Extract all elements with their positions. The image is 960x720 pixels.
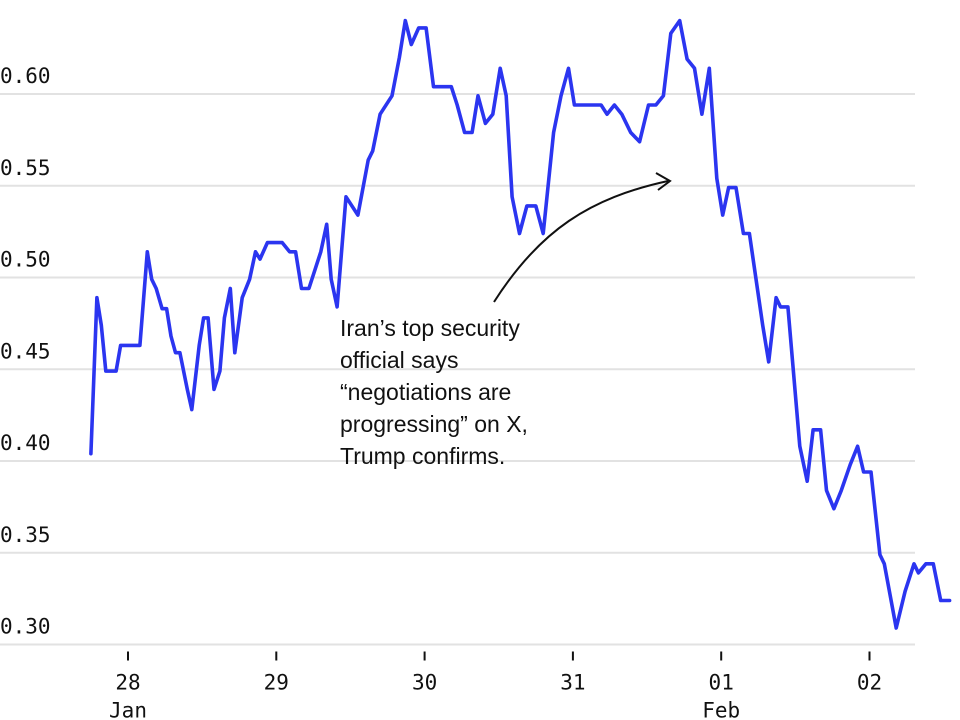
annotation-line: Trump confirms. (340, 443, 506, 469)
x-tick-label: 01 (709, 671, 734, 695)
x-axis-ticks: 28 Jan 29 30 31 01 Feb 02 (109, 651, 882, 720)
x-tick-label: 28 (115, 671, 140, 695)
y-tick-label: 0.60 (0, 64, 51, 88)
event-annotation: Iran’s top security official says “negot… (340, 312, 600, 472)
annotation-arrow-icon (493, 180, 669, 303)
y-tick-label: 0.50 (0, 248, 51, 272)
x-tick-month-label: Feb (702, 699, 740, 720)
y-tick-label: 0.35 (0, 523, 51, 547)
annotation-line: Iran’s top security (340, 315, 520, 341)
annotation-line: official says (340, 347, 459, 373)
x-tick-label: 31 (560, 671, 585, 695)
y-tick-label: 0.55 (0, 156, 51, 180)
annotation-line: “negotiations are (340, 379, 512, 405)
series-line (89, 18, 952, 630)
y-tick-label: 0.30 (0, 615, 51, 639)
y-tick-label: 0.40 (0, 431, 51, 455)
y-axis-ticks: 0.30 0.35 0.40 0.45 0.50 0.55 0.60 (0, 64, 51, 639)
x-tick-month-label: Jan (109, 699, 147, 720)
x-tick-label: 30 (412, 671, 437, 695)
annotation-line: progressing” on X, (340, 411, 528, 437)
arrow-head-icon (655, 172, 672, 191)
y-tick-label: 0.45 (0, 339, 51, 363)
x-tick-label: 29 (264, 671, 289, 695)
x-tick-label: 02 (857, 671, 882, 695)
